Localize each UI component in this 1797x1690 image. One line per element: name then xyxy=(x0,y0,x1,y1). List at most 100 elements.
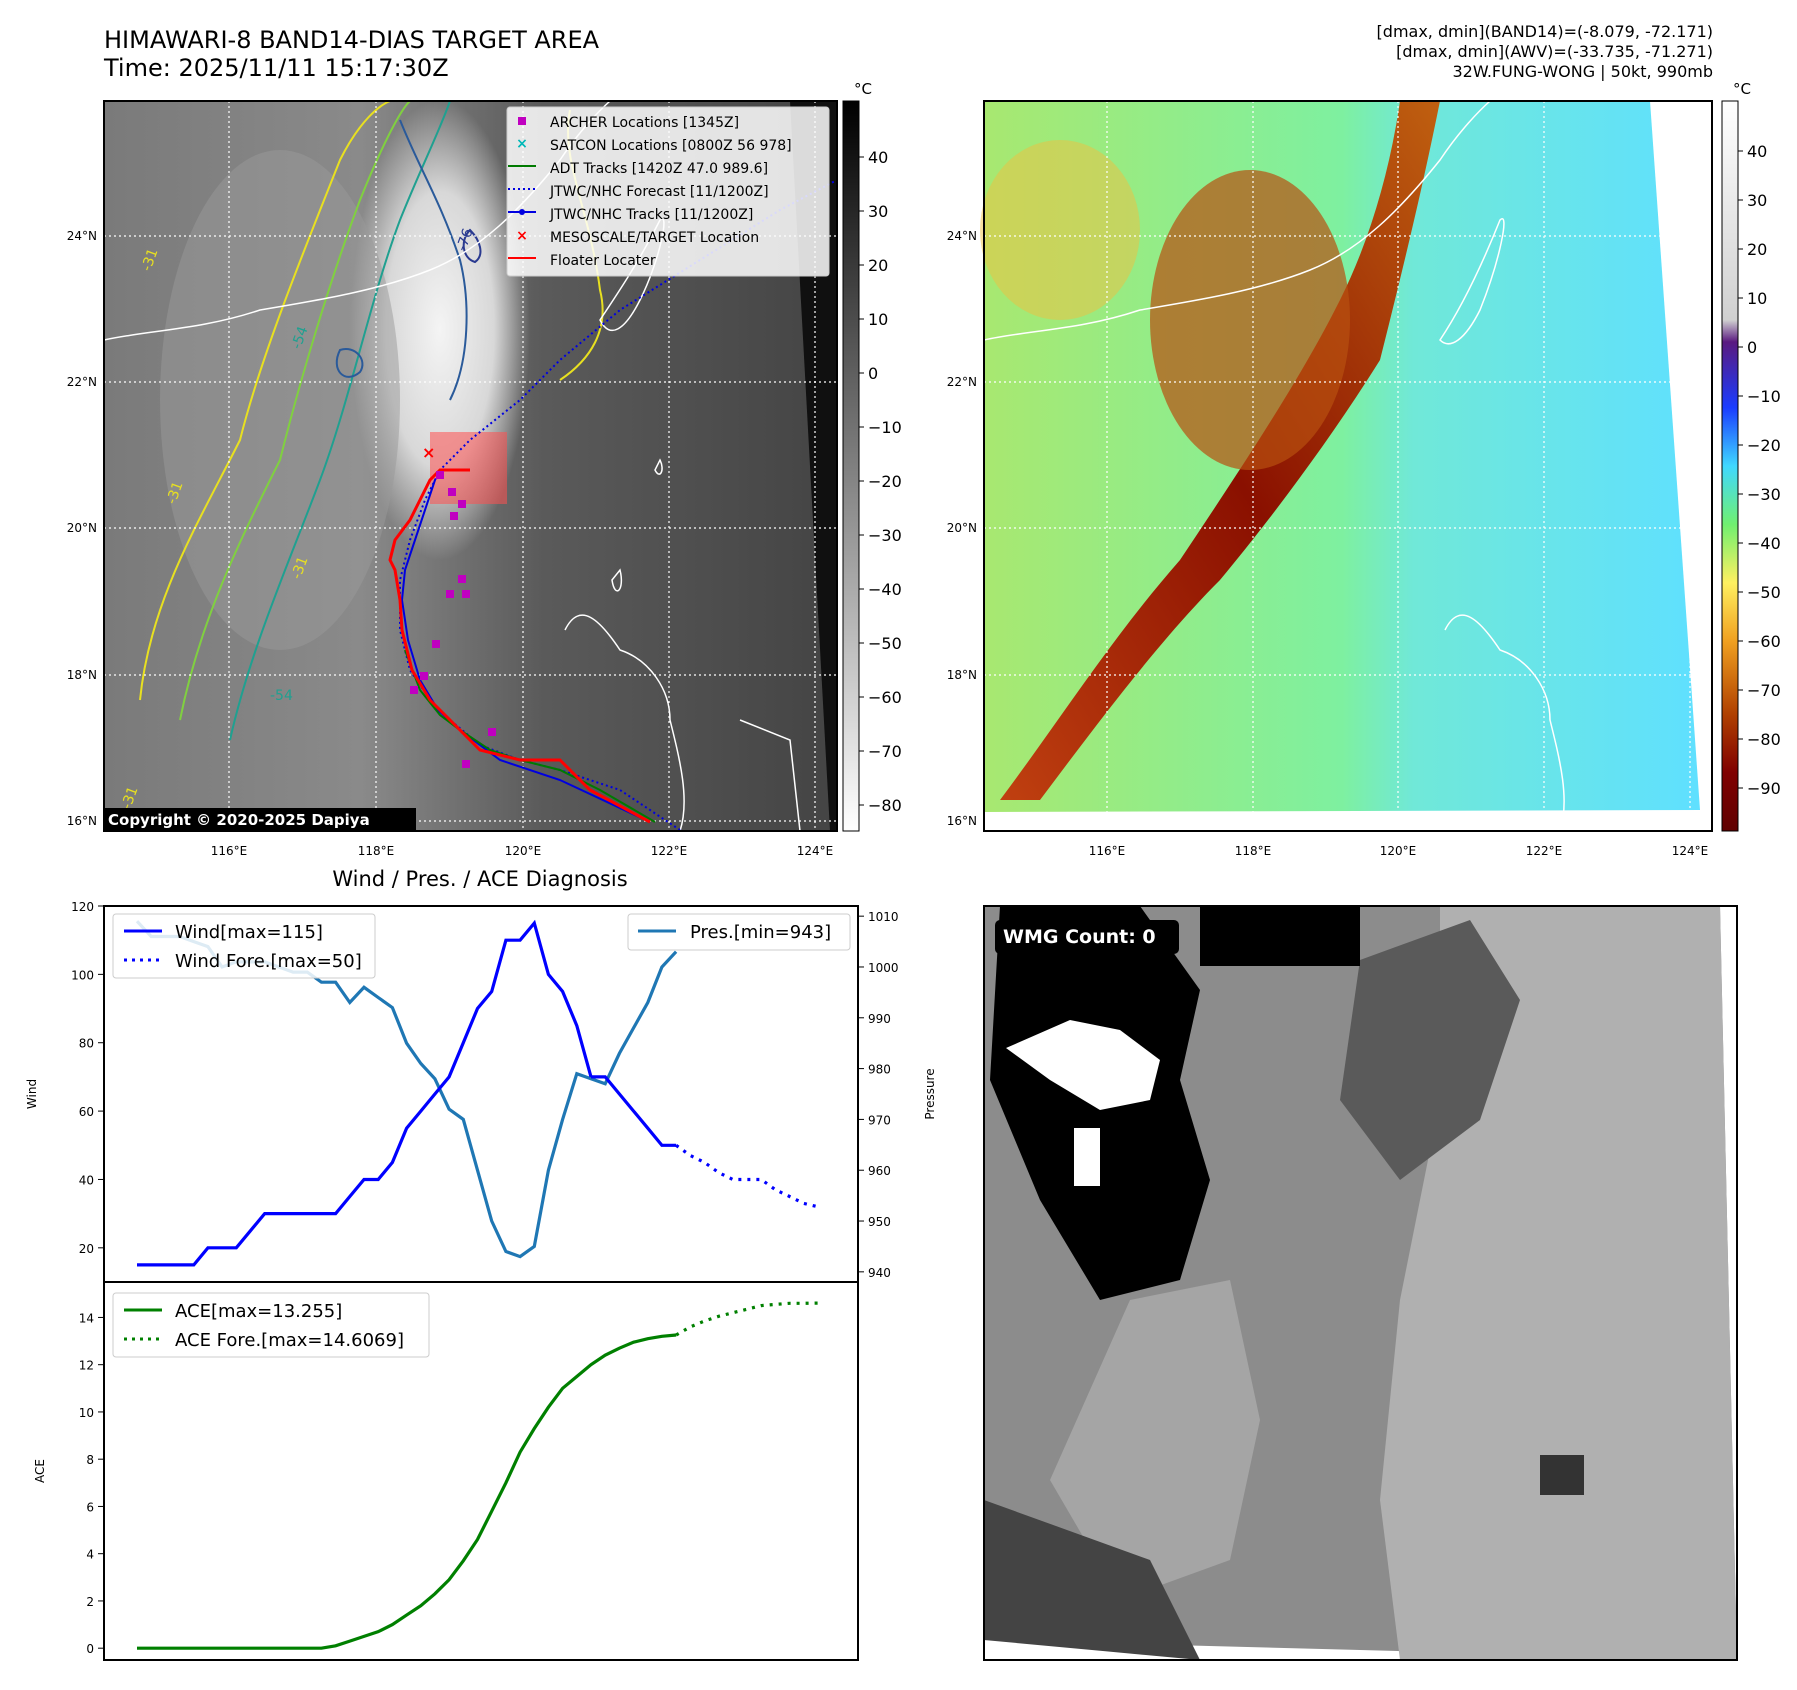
wv-colorbar-tick-label: −20 xyxy=(1747,436,1781,455)
lon-label: 124°E xyxy=(797,844,834,858)
wmg-black-top xyxy=(1200,906,1360,966)
chart-title: Wind / Pres. / ACE Diagnosis xyxy=(332,867,627,891)
wind-line-late xyxy=(591,1075,677,1147)
wv-colorbar-tick-label: −50 xyxy=(1747,583,1781,602)
wmg-white-patch xyxy=(1074,1128,1100,1186)
wv-colorbar-tick-label: 40 xyxy=(1747,142,1767,161)
contour-label: -31 xyxy=(139,246,162,273)
ir-cloud-band xyxy=(160,150,400,650)
lon-label: 120°E xyxy=(505,844,542,858)
wmg-dark-patch xyxy=(1540,1455,1584,1495)
ace-tick-label: 12 xyxy=(79,1359,94,1373)
wv-dry-band xyxy=(1000,101,1440,800)
wmg-frame xyxy=(983,905,1738,1661)
ir-colorbar: °C 40 30 20 10 0 −10 −20 −30 −40 −50 −60 −70 −80 xyxy=(842,80,902,832)
ir-map-frame xyxy=(103,100,838,832)
wv-colorbar: °C 40 30 20 10 0 −10 −20 −30 −40 −50 −60 −70 −80 −90 xyxy=(1721,80,1781,832)
contour-label: -76 xyxy=(454,226,477,253)
wv-colorbar-tick-label: −80 xyxy=(1747,730,1781,749)
wind-line xyxy=(137,919,593,1267)
lon-label: 118°E xyxy=(358,844,395,858)
wv-lat-labels: 24°N 22°N 20°N 18°N 16°N xyxy=(947,229,977,828)
wv-moist-region xyxy=(980,140,1140,320)
legend-label-pres: Pres.[min=943] xyxy=(690,922,831,943)
wv-gridlines xyxy=(984,101,1712,831)
contour-31 xyxy=(139,100,391,701)
contour-label: -31 xyxy=(164,479,187,506)
pres-legend: Pres.[min=943] xyxy=(627,913,851,951)
adt-track xyxy=(404,649,656,823)
wmg-panel: WMG Count: 0 xyxy=(983,905,1738,1661)
ace-line xyxy=(137,1333,677,1650)
wmg-mid-region xyxy=(1050,1280,1260,1600)
ace-tick-label: 2 xyxy=(86,1595,94,1609)
wv-colorbar-tick-label: −40 xyxy=(1747,534,1781,553)
lon-label: 122°E xyxy=(1526,844,1563,858)
wv-colorbar-tick-label: −90 xyxy=(1747,779,1781,798)
wmg-count-text: WMG Count: 0 xyxy=(1003,926,1156,948)
wind-tick-label: 60 xyxy=(79,1105,94,1119)
ir-colorbar-tick-label: −10 xyxy=(868,418,902,437)
contour-40 xyxy=(179,100,411,721)
coast-east xyxy=(739,719,801,832)
diagnosis-chart-panel: Wind / Pres. / ACE Diagnosis Wind Pressu… xyxy=(25,867,937,1661)
ir-colorbar-tick-label: −60 xyxy=(868,688,902,707)
ir-colorbar-tick-label: 20 xyxy=(868,256,888,275)
wind-tick-label: 120 xyxy=(71,900,94,914)
pres-tick-label: 980 xyxy=(868,1063,891,1077)
wind-tick-label: 20 xyxy=(79,1242,94,1256)
lon-label: 124°E xyxy=(1672,844,1709,858)
ace-legend: ACE[max=13.255] ACE Fore.[max=14.6069] xyxy=(112,1292,430,1358)
legend-label-wind-forecast: Wind Fore.[max=50] xyxy=(175,951,362,972)
ir-legend: × × ARCHER Locations [1345Z] SATCON Loca… xyxy=(506,106,830,277)
wv-colorbar-tick-label: −30 xyxy=(1747,485,1781,504)
ir-colorbar-tick-label: 40 xyxy=(868,148,888,167)
legend-icon-jtwc-dot xyxy=(519,209,525,215)
lon-label: 118°E xyxy=(1235,844,1272,858)
ir-colorbar-tick-label: −20 xyxy=(868,472,902,491)
target-area-box xyxy=(430,432,507,504)
lat-label: 22°N xyxy=(947,375,977,389)
coast-island xyxy=(654,458,663,475)
figure-stats-block: [dmax, dmin](BAND14)=(-8.079, -72.171) [… xyxy=(1377,22,1713,82)
wmg-count-badge xyxy=(995,920,1179,954)
archer-markers xyxy=(410,471,496,768)
ir-colorbar-tick-label: −50 xyxy=(868,634,902,653)
wv-map-frame xyxy=(983,100,1713,832)
ir-colorbar-tick-label: 0 xyxy=(868,364,878,383)
lat-label: 22°N xyxy=(67,375,97,389)
wv-coastlines xyxy=(983,100,1565,832)
pres-tick-label: 950 xyxy=(868,1215,891,1229)
legend-label-archer: ARCHER Locations [1345Z] xyxy=(550,115,739,131)
wind-forecast-line xyxy=(675,1144,819,1209)
pres-tick-label: 1010 xyxy=(868,910,899,924)
wv-colorbar-tick-label: −60 xyxy=(1747,632,1781,651)
legend-label-adt: ADT Tracks [1420Z 47.0 989.6] xyxy=(550,161,768,177)
lon-label: 116°E xyxy=(211,844,248,858)
lat-label: 24°N xyxy=(947,229,977,243)
wind-axis-label: Wind xyxy=(25,1079,39,1109)
ir-lat-labels: 24°N 22°N 20°N 18°N 16°N xyxy=(67,229,97,828)
wv-colorbar-tick-label: 10 xyxy=(1747,289,1767,308)
wv-colorbar-tick-label: 0 xyxy=(1747,338,1757,357)
ir-colorbar-tick-label: 30 xyxy=(868,202,888,221)
coast-luzon xyxy=(564,614,685,832)
ir-tracks xyxy=(388,179,838,831)
ir-colorbar-unit: °C xyxy=(854,80,872,98)
lat-label: 18°N xyxy=(947,668,977,682)
wv-lon-labels: 116°E 118°E 120°E 122°E 124°E xyxy=(1089,844,1709,858)
wind-legend: Wind[max=115] Wind Fore.[max=50] xyxy=(112,913,376,979)
ir-no-data-edge xyxy=(790,101,837,831)
legend-label-floater: Floater Locater xyxy=(550,253,656,269)
wv-colorbar-tick-label: 20 xyxy=(1747,240,1767,259)
legend-label-wind: Wind[max=115] xyxy=(175,922,323,943)
contour-label: -54 xyxy=(289,324,312,351)
lat-label: 24°N xyxy=(67,229,97,243)
pres-tick-label: 970 xyxy=(868,1113,891,1127)
floater-track xyxy=(388,468,651,824)
ace-tick-label: 0 xyxy=(86,1642,94,1656)
contour-label: -31 xyxy=(289,554,312,581)
ir-lon-labels: 116°E 118°E 120°E 122°E 124°E xyxy=(211,844,834,858)
contour-label: -54 xyxy=(270,688,293,704)
